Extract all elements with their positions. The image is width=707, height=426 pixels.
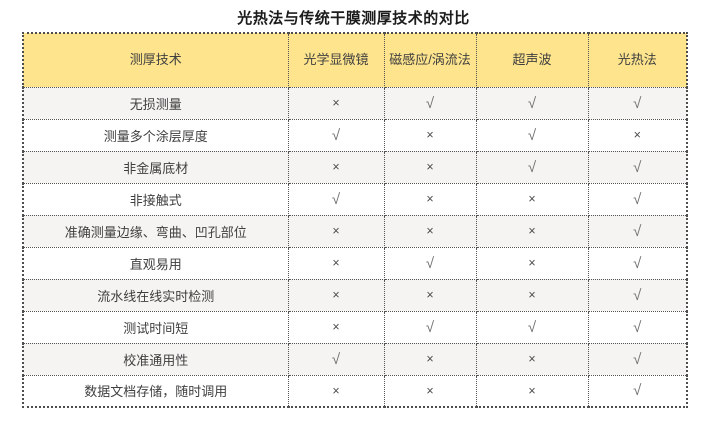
header-cell-photothermal: 光热法 <box>587 32 688 88</box>
mark-cell: × <box>475 374 589 408</box>
table-row: 校准通用性 √ × × √ <box>22 342 688 376</box>
row-label: 校准通用性 <box>22 342 289 376</box>
mark-cell: √ <box>587 278 688 312</box>
table-row: 测试时间短 × √ √ √ <box>22 310 688 344</box>
mark-cell: √ <box>287 118 385 152</box>
table-row: 流水线在线实时检测 × × × √ <box>22 278 688 312</box>
table-row: 无损测量 × √ √ √ <box>22 86 688 120</box>
table-row: 非金属底材 × × √ √ <box>22 150 688 184</box>
mark-cell: √ <box>587 214 688 248</box>
mark-cell: × <box>587 118 688 152</box>
mark-cell: × <box>383 182 477 216</box>
mark-cell: √ <box>587 246 688 280</box>
row-label: 非金属底材 <box>22 150 289 184</box>
mark-cell: × <box>383 342 477 376</box>
mark-cell: √ <box>475 310 589 344</box>
mark-cell: × <box>383 278 477 312</box>
table-row: 准确测量边缘、弯曲、凹孔部位 × × × √ <box>22 214 688 248</box>
header-cell-optical-microscope: 光学显微镜 <box>287 32 385 88</box>
mark-cell: × <box>383 118 477 152</box>
header-cell-magnetic-eddy: 磁感应/涡流法 <box>383 32 477 88</box>
mark-cell: √ <box>587 374 688 408</box>
row-label: 无损测量 <box>22 86 289 120</box>
table-row: 非接触式 √ × × √ <box>22 182 688 216</box>
mark-cell: √ <box>475 150 589 184</box>
mark-cell: √ <box>475 118 589 152</box>
page-title: 光热法与传统干膜测厚技术的对比 <box>237 10 470 27</box>
mark-cell: × <box>287 150 385 184</box>
mark-cell: √ <box>383 310 477 344</box>
mark-cell: × <box>383 150 477 184</box>
row-label: 流水线在线实时检测 <box>22 278 289 312</box>
row-label: 非接触式 <box>22 182 289 216</box>
table-row: 数据文档存储，随时调用 × × × √ <box>22 374 688 408</box>
mark-cell: √ <box>287 342 385 376</box>
mark-cell: × <box>287 246 385 280</box>
mark-cell: × <box>475 246 589 280</box>
row-label: 测量多个涂层厚度 <box>22 118 289 152</box>
mark-cell: × <box>287 310 385 344</box>
mark-cell: × <box>475 214 589 248</box>
mark-cell: √ <box>383 86 477 120</box>
mark-cell: × <box>475 182 589 216</box>
mark-cell: √ <box>587 310 688 344</box>
mark-cell: √ <box>475 86 589 120</box>
mark-cell: × <box>383 214 477 248</box>
mark-cell: × <box>287 214 385 248</box>
mark-cell: √ <box>383 246 477 280</box>
mark-cell: × <box>287 86 385 120</box>
mark-cell: √ <box>287 182 385 216</box>
table-row: 测量多个涂层厚度 √ × √ × <box>22 118 688 152</box>
mark-cell: × <box>287 278 385 312</box>
mark-cell: × <box>475 278 589 312</box>
row-label: 准确测量边缘、弯曲、凹孔部位 <box>22 214 289 248</box>
comparison-table: 测厚技术 光学显微镜 磁感应/涡流法 超声波 光热法 无损测量 × √ √ √ … <box>22 32 688 408</box>
row-label: 直观易用 <box>22 246 289 280</box>
mark-cell: √ <box>587 342 688 376</box>
mark-cell: × <box>475 342 589 376</box>
header-cell-ultrasonic: 超声波 <box>475 32 589 88</box>
header-cell-technique: 测厚技术 <box>22 32 289 88</box>
mark-cell: √ <box>587 182 688 216</box>
mark-cell: √ <box>587 86 688 120</box>
table-header-row: 测厚技术 光学显微镜 磁感应/涡流法 超声波 光热法 <box>22 32 688 88</box>
row-label: 数据文档存储，随时调用 <box>22 374 289 408</box>
mark-cell: √ <box>587 150 688 184</box>
row-label: 测试时间短 <box>22 310 289 344</box>
mark-cell: × <box>383 374 477 408</box>
table-row: 直观易用 × √ × √ <box>22 246 688 280</box>
mark-cell: × <box>287 374 385 408</box>
